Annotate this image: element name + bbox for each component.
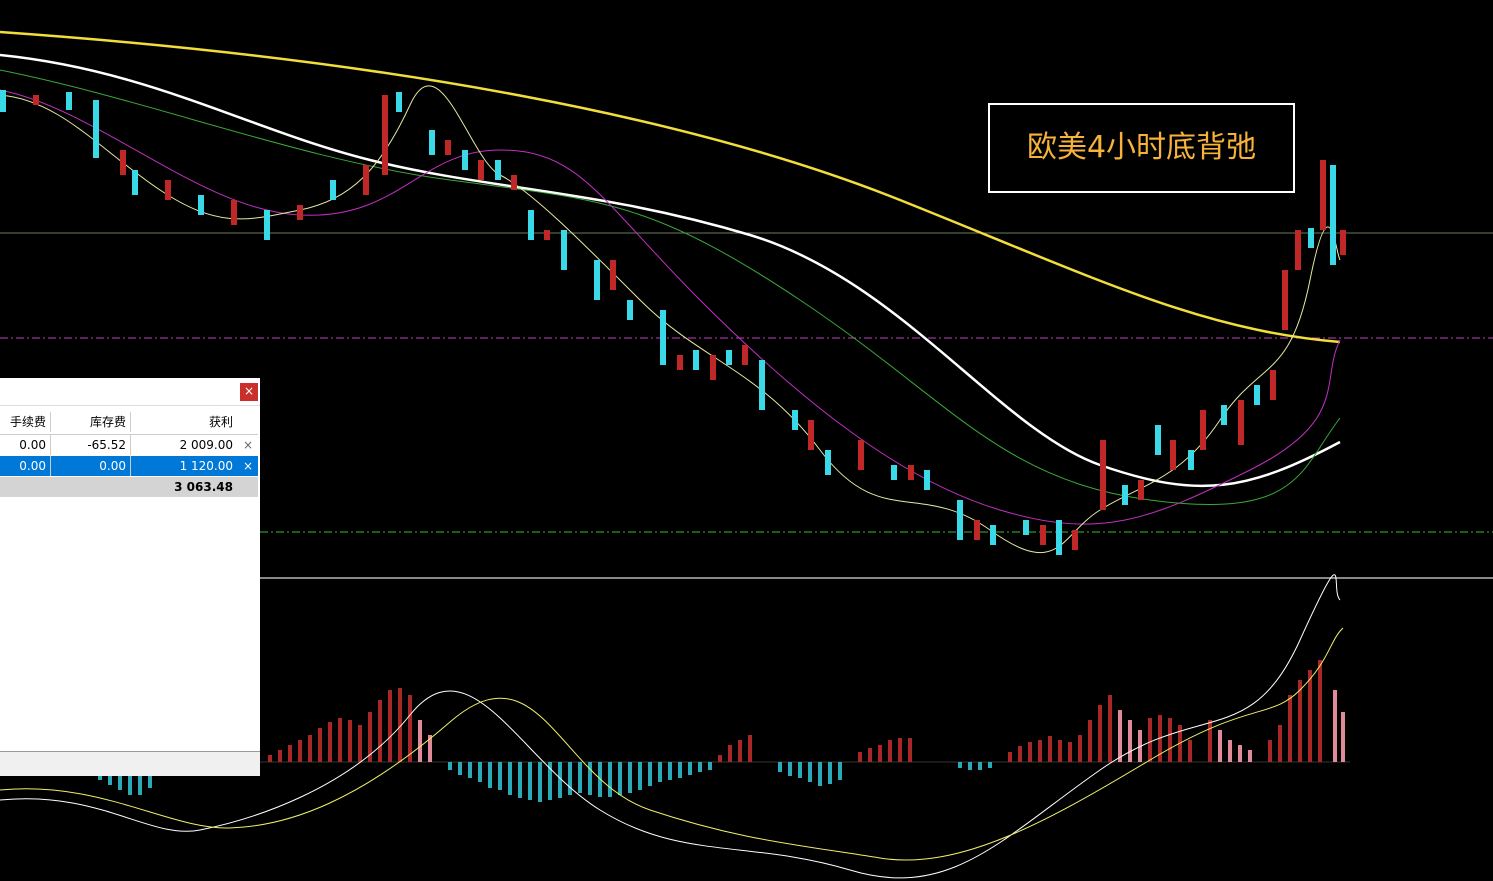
- header: 手续费: [0, 412, 51, 432]
- remove-button[interactable]: ×: [242, 459, 254, 473]
- ma-line: [0, 53, 1341, 488]
- title-bar: ×: [0, 378, 260, 406]
- macd-positive: [268, 660, 1322, 762]
- total-row: 3 063.48: [0, 477, 258, 497]
- signal-line: [0, 627, 1344, 861]
- row[interactable]: 0.00 0.00 1 120.00 ×: [0, 456, 258, 476]
- close-button[interactable]: ×: [240, 383, 258, 401]
- row[interactable]: 0.00 -65.52 2 009.00 ×: [0, 435, 258, 455]
- footer-bar: [0, 751, 260, 776]
- cell: -65.52: [51, 435, 131, 455]
- cell: 0.00: [0, 435, 51, 455]
- cell: 0.00: [0, 456, 51, 476]
- header: 库存费: [51, 412, 131, 432]
- ma-line: [0, 69, 1341, 505]
- cell: 1 120.00: [179, 459, 233, 473]
- annotation: 欧美4小时底背弛: [988, 103, 1295, 193]
- header-row: 手续费 库存费 获利: [0, 412, 258, 435]
- ma-line: [0, 89, 1341, 525]
- macd-line: [0, 574, 1341, 879]
- remove-button[interactable]: ×: [242, 438, 254, 452]
- cell: 2 009.00: [179, 438, 233, 452]
- ma-line: [0, 85, 1341, 553]
- ma-line: [0, 30, 1341, 344]
- total: 3 063.48: [174, 480, 233, 494]
- trade-panel: × 手续费 库存费 获利 0.00 -65.52 2 009.00 × 0.00…: [0, 378, 260, 776]
- header: 获利: [208, 415, 233, 429]
- cell: 0.00: [51, 456, 131, 476]
